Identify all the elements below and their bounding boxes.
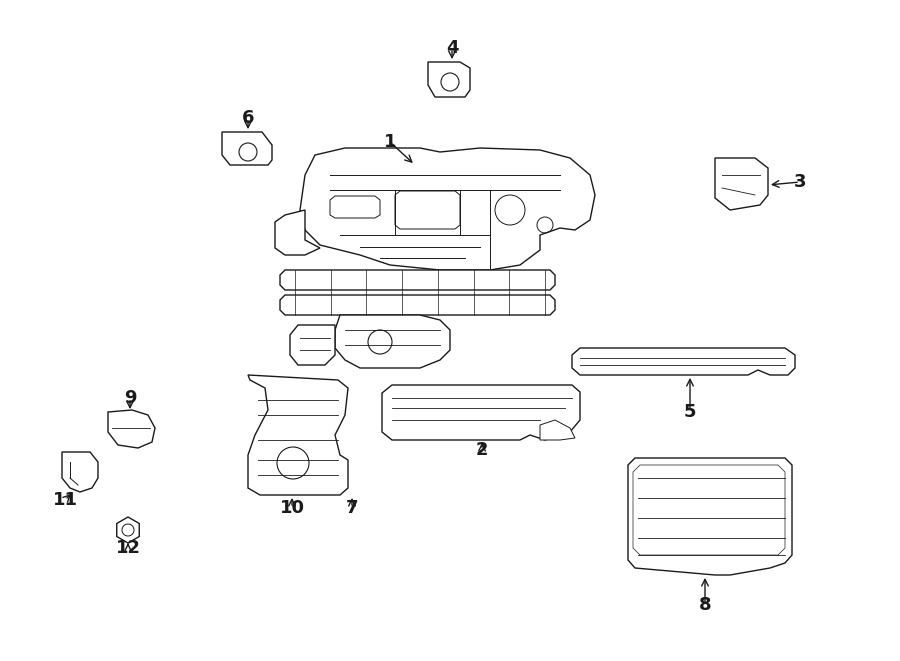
Text: 3: 3 [794,173,806,191]
Text: 8: 8 [698,596,711,614]
Polygon shape [108,410,155,448]
Polygon shape [117,517,140,543]
Polygon shape [715,158,768,210]
Polygon shape [335,315,450,368]
Polygon shape [428,62,470,97]
Text: 2: 2 [476,441,488,459]
Text: 7: 7 [346,499,358,517]
Polygon shape [290,325,335,365]
Polygon shape [222,132,272,165]
Text: 9: 9 [124,389,136,407]
Polygon shape [62,452,98,492]
Polygon shape [540,420,575,440]
Polygon shape [300,148,595,270]
Text: 1: 1 [383,133,396,151]
Text: 6: 6 [242,109,254,127]
Text: 5: 5 [684,403,697,421]
Text: 12: 12 [115,539,140,557]
Text: 11: 11 [52,491,77,509]
Polygon shape [275,210,320,255]
Polygon shape [248,375,348,495]
Polygon shape [330,196,380,218]
Text: 10: 10 [280,499,304,517]
Polygon shape [628,458,792,575]
Polygon shape [382,385,580,440]
Polygon shape [633,465,785,555]
Text: 4: 4 [446,39,458,57]
Polygon shape [572,348,795,375]
Polygon shape [280,295,555,315]
Polygon shape [280,270,555,290]
Polygon shape [395,191,460,229]
